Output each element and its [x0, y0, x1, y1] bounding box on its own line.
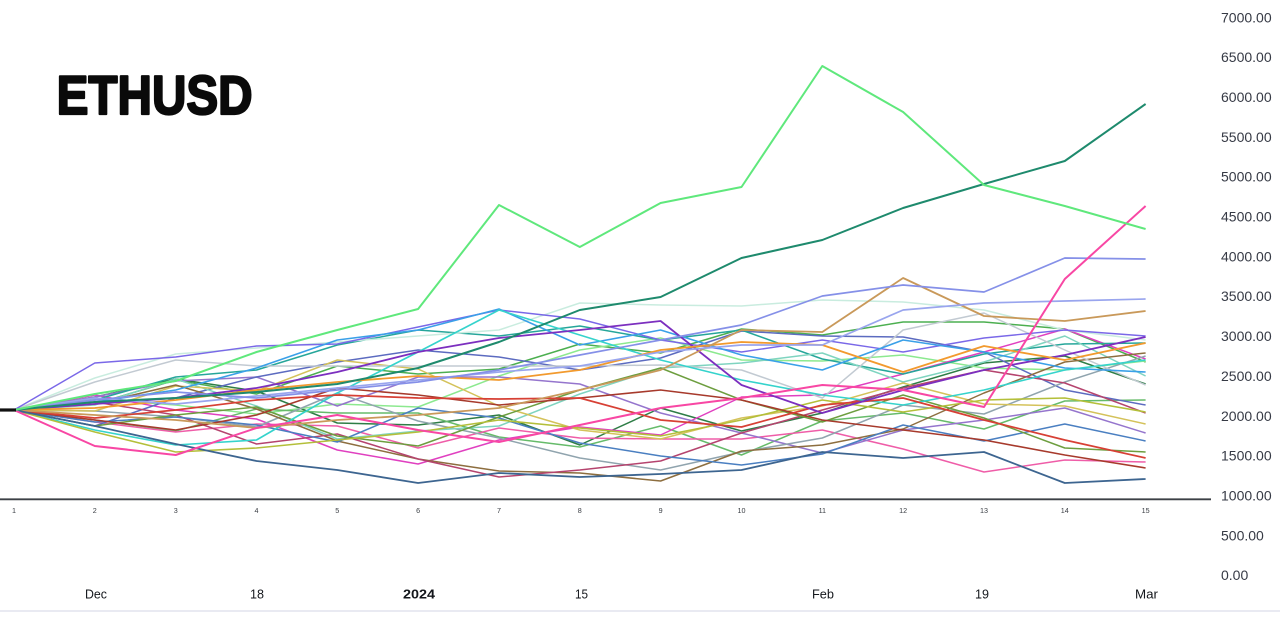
svg-text:5: 5 — [335, 506, 339, 515]
svg-text:3: 3 — [174, 506, 178, 515]
svg-text:12: 12 — [899, 506, 907, 515]
svg-text:11: 11 — [819, 506, 826, 515]
svg-text:500.00: 500.00 — [1221, 527, 1264, 543]
svg-text:13: 13 — [980, 506, 988, 515]
svg-text:7000.00: 7000.00 — [1221, 9, 1272, 25]
svg-text:9: 9 — [659, 506, 663, 515]
svg-text:14: 14 — [1061, 506, 1069, 515]
svg-text:4000.00: 4000.00 — [1221, 248, 1272, 264]
svg-text:6500.00: 6500.00 — [1221, 49, 1272, 65]
svg-text:Dec: Dec — [85, 588, 107, 602]
svg-text:3000.00: 3000.00 — [1221, 328, 1272, 344]
svg-text:1500.00: 1500.00 — [1221, 448, 1272, 464]
svg-text:1: 1 — [12, 506, 16, 515]
svg-text:0.00: 0.00 — [1221, 567, 1248, 583]
svg-text:4: 4 — [255, 506, 259, 515]
svg-text:6000.00: 6000.00 — [1221, 89, 1272, 105]
svg-text:2024: 2024 — [403, 588, 435, 602]
svg-text:19: 19 — [975, 588, 989, 602]
svg-text:4500.00: 4500.00 — [1221, 209, 1272, 225]
svg-text:2500.00: 2500.00 — [1221, 368, 1272, 384]
svg-text:5000.00: 5000.00 — [1221, 169, 1272, 185]
svg-text:Feb: Feb — [812, 588, 834, 602]
svg-text:5500.00: 5500.00 — [1221, 129, 1272, 145]
svg-text:7: 7 — [497, 506, 501, 515]
svg-text:15: 15 — [1142, 506, 1150, 515]
svg-text:18: 18 — [250, 588, 264, 602]
svg-text:10: 10 — [738, 506, 746, 515]
svg-text:2000.00: 2000.00 — [1221, 408, 1272, 424]
svg-text:15: 15 — [575, 588, 588, 602]
svg-text:2: 2 — [93, 506, 97, 515]
svg-text:Mar: Mar — [1135, 588, 1158, 602]
svg-text:1000.00: 1000.00 — [1221, 488, 1272, 504]
svg-text:ETHUSD: ETHUSD — [57, 64, 253, 126]
svg-text:8: 8 — [578, 506, 582, 515]
svg-text:3500.00: 3500.00 — [1221, 288, 1272, 304]
svg-text:6: 6 — [416, 506, 420, 515]
